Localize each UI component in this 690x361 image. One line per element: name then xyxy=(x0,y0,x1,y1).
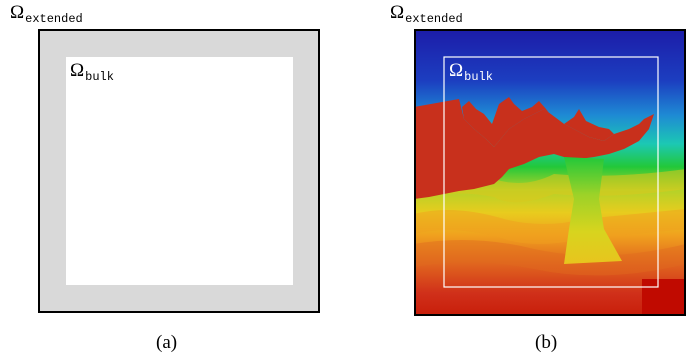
omega-symbol: Ω xyxy=(10,2,25,23)
panel-b-frame xyxy=(414,29,686,316)
bottom-right-block xyxy=(642,279,686,316)
panel-b-extended-label: Ωextended xyxy=(390,2,463,25)
panel-a-bulk-domain xyxy=(66,57,293,285)
salt-body-left xyxy=(414,99,654,199)
panel-b-velocity-model xyxy=(414,29,686,316)
velocity-model-image xyxy=(414,29,686,316)
omega-symbol: Ω xyxy=(390,2,405,23)
omega-subscript: extended xyxy=(405,12,463,26)
panel-b-caption: (b) xyxy=(535,332,558,353)
salt-wedge xyxy=(564,157,622,264)
omega-subscript: extended xyxy=(25,12,83,26)
omega-symbol: Ω xyxy=(70,60,85,81)
panel-b-bulk-outline xyxy=(443,56,659,288)
panel-a-bulk-label: Ωbulk xyxy=(70,60,114,83)
layer-band xyxy=(414,209,686,244)
omega-symbol: Ω xyxy=(449,60,464,81)
panel-b-bulk-label: Ωbulk xyxy=(449,60,493,83)
panel-a-caption: (a) xyxy=(156,332,178,353)
layer-band xyxy=(414,240,686,276)
omega-subscript: bulk xyxy=(464,70,493,84)
salt-body-peaks xyxy=(462,97,614,147)
panel-a-extended-label: Ωextended xyxy=(10,2,83,25)
omega-subscript: bulk xyxy=(85,70,114,84)
